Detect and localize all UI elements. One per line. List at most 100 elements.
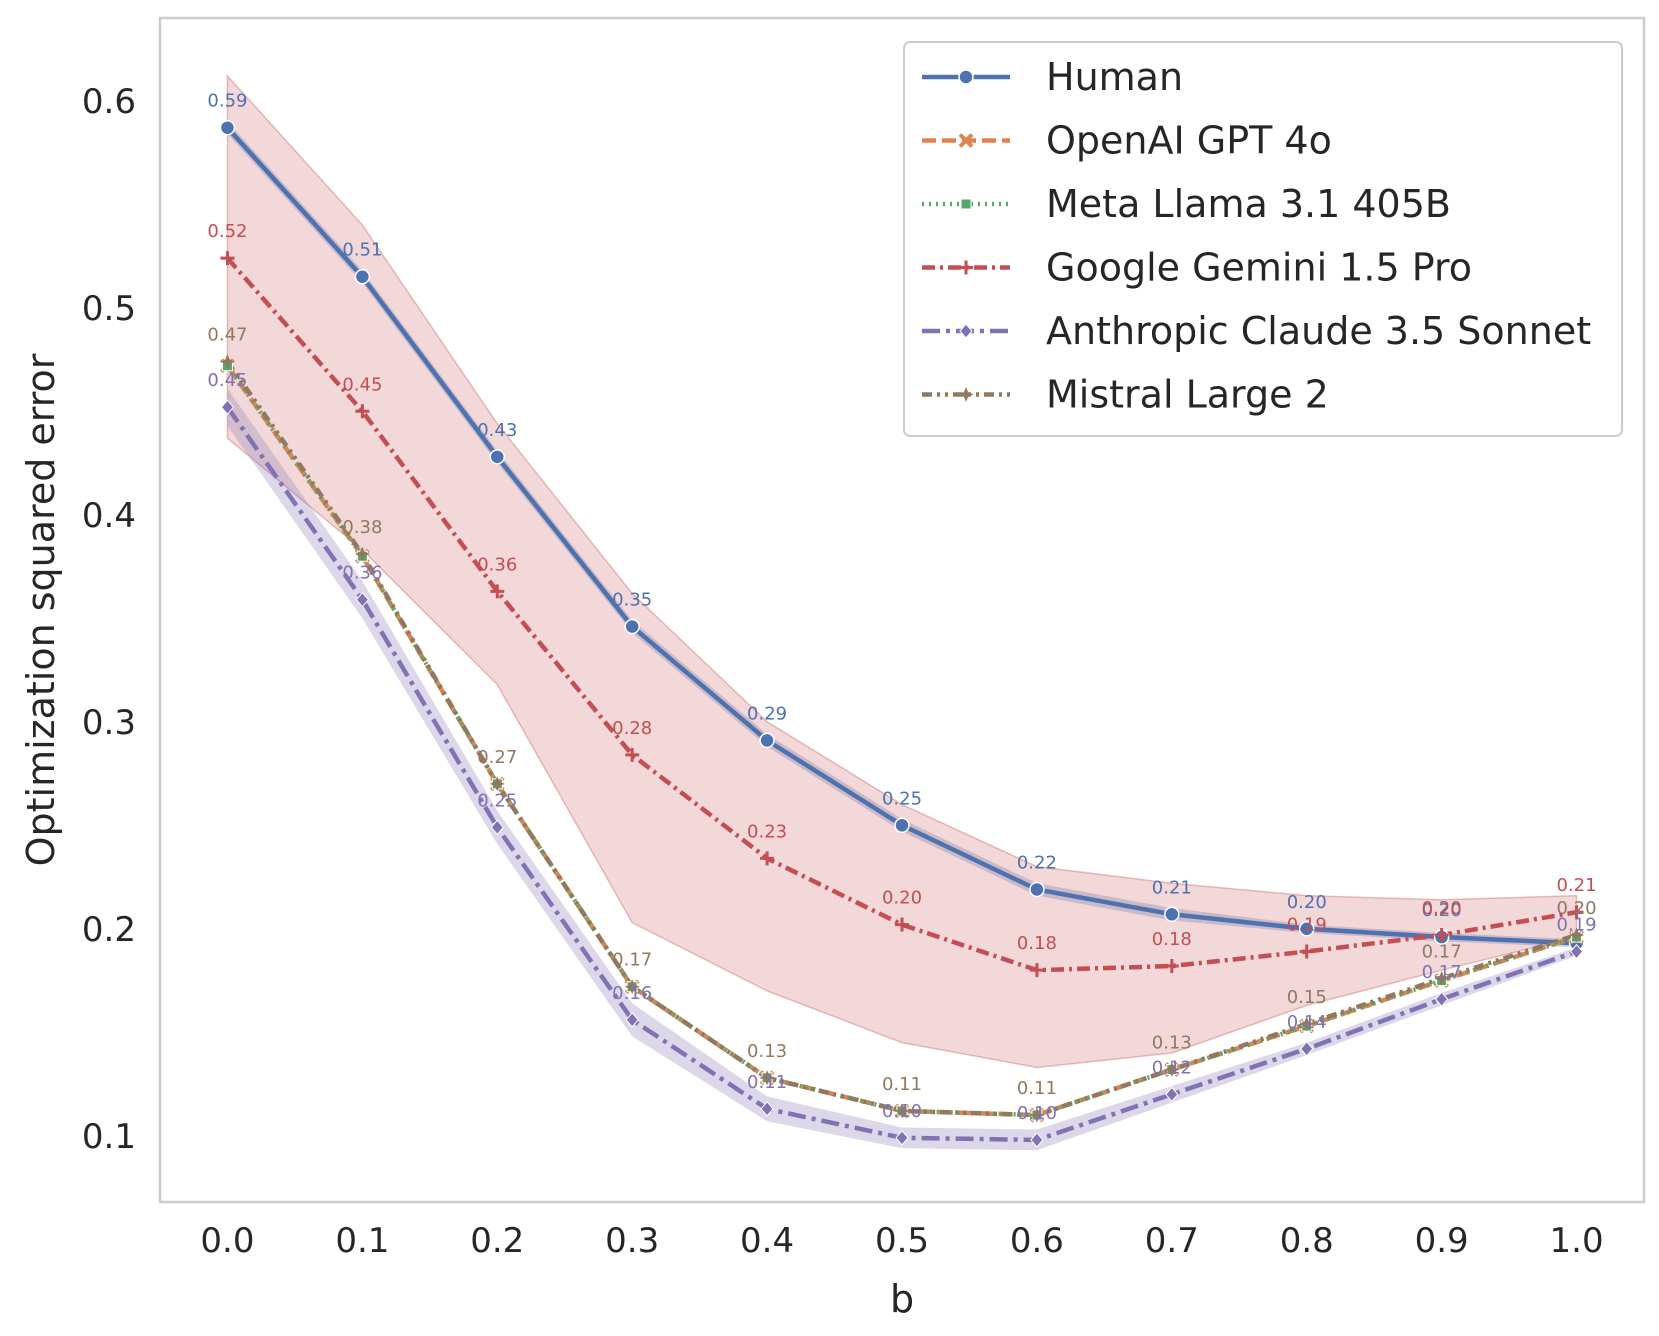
legend-label-3: Google Gemini 1.5 Pro (1046, 246, 1472, 290)
x-tick-label: 0.7 (1145, 1221, 1199, 1261)
x-tick-label: 0.1 (335, 1221, 389, 1261)
series-4-point-10 (1569, 943, 1584, 960)
y-tick-label: 0.2 (82, 910, 136, 950)
series-5-point-2 (489, 776, 505, 792)
legend-marker-1 (958, 133, 974, 148)
series-5-point-7 (1164, 1061, 1180, 1078)
data-label-0-0: 0.59 (207, 91, 247, 112)
legend-marker-5 (958, 386, 974, 403)
series-3-point-6 (1029, 963, 1044, 978)
series-4-point-8 (1300, 1041, 1314, 1057)
data-label-4-6: 0.10 (1017, 1103, 1057, 1124)
series-0-point-2 (489, 449, 506, 465)
data-label-0-2: 0.43 (477, 420, 517, 441)
legend-label-5: Mistral Large 2 (1046, 373, 1329, 417)
y-tick-label: 0.6 (82, 82, 136, 122)
data-label-0-8: 0.20 (1287, 892, 1327, 913)
series-4-point-3 (625, 1012, 639, 1028)
data-label-5-5: 0.11 (882, 1074, 922, 1095)
data-label-0-5: 0.25 (882, 788, 922, 809)
data-label-5-1: 0.38 (342, 517, 382, 538)
series-3-point-4 (760, 851, 775, 866)
data-label-4-5: 0.10 (882, 1101, 922, 1122)
data-label-3-7: 0.18 (1152, 929, 1192, 950)
series-3-point-8 (1299, 944, 1314, 959)
data-label-4-2: 0.25 (477, 790, 517, 811)
data-label-3-1: 0.45 (342, 374, 382, 395)
x-tick-label: 1.0 (1550, 1221, 1604, 1261)
series-4-point-7 (1165, 1086, 1179, 1103)
series-5-point-1 (354, 546, 371, 562)
series-3-point-2 (490, 584, 505, 599)
legend-marker-2 (960, 198, 972, 210)
series-4-point-4 (760, 1101, 774, 1117)
data-label-0-9: 0.20 (1422, 900, 1462, 921)
legend-marker-0 (958, 69, 974, 85)
series-5-point-5 (894, 1103, 910, 1119)
data-labels: 0.590.510.430.350.290.250.220.210.20 0.20… (207, 91, 1596, 1124)
data-label-4-0: 0.45 (207, 370, 247, 391)
data-label-0-3: 0.35 (612, 590, 652, 611)
series-markers (219, 119, 1585, 1148)
data-label-4-4: 0.11 (747, 1072, 787, 1093)
y-axis-label: Optimization squared error (19, 353, 63, 866)
series-4-point-2 (490, 819, 504, 836)
data-label-5-4: 0.13 (747, 1041, 787, 1062)
data-label-4-10: 0.19 (1557, 915, 1597, 936)
series-3-point-0 (220, 251, 235, 266)
data-label-0-4: 0.29 (747, 703, 787, 724)
series-0-point-7 (1164, 906, 1180, 923)
data-label-5-6: 0.11 (1017, 1078, 1057, 1099)
legend-marker-4 (959, 323, 973, 339)
x-tick-label: 0.6 (1010, 1221, 1064, 1261)
series-5-point-6 (1029, 1107, 1045, 1123)
series-0-point-5 (894, 817, 910, 834)
x-tick-label: 0.8 (1280, 1221, 1334, 1261)
x-axis-ticks: 0.0 0.1 0.2 0.3 0.4 0.5 0.6 0.7 0.8 0.9 1.0 (200, 1221, 1603, 1261)
series-0-point-0 (219, 119, 236, 136)
y-tick-label: 0.4 (82, 496, 136, 536)
data-label-5-2: 0.27 (477, 747, 517, 768)
data-label-4-1: 0.36 (342, 563, 382, 584)
data-label-3-2: 0.36 (477, 554, 517, 575)
series-3-point-10 (1569, 905, 1584, 920)
data-label-3-5: 0.20 (882, 888, 922, 909)
x-axis-label: b (890, 1277, 914, 1321)
y-tick-label: 0.5 (82, 289, 136, 329)
data-label-5-8: 0.15 (1287, 987, 1327, 1008)
series-5-point-3 (624, 979, 640, 995)
data-label-4-9: 0.17 (1422, 962, 1462, 983)
legend-label-2: Meta Llama 3.1 405B (1046, 182, 1451, 226)
data-label-5-3: 0.17 (612, 950, 652, 971)
data-label-3-10: 0.21 (1557, 875, 1597, 896)
series-0-point-3 (624, 618, 640, 635)
data-label-3-4: 0.23 (747, 821, 787, 842)
legend-frame (903, 41, 1623, 437)
series-5-point-10 (1568, 927, 1585, 943)
legend-label-1: OpenAI GPT 4o (1046, 119, 1332, 163)
series-5-point-0 (219, 353, 236, 370)
y-axis-ticks: 0.1 0.2 0.3 0.4 0.5 0.6 (82, 82, 136, 1157)
data-label-3-9: 0.20 (1422, 898, 1462, 919)
series-4-point-6 (1030, 1132, 1044, 1148)
data-label-5-0: 0.47 (207, 325, 247, 346)
data-label-0-7: 0.21 (1152, 877, 1192, 898)
data-label-5-10: 0.20 (1557, 898, 1597, 919)
y-tick-label: 0.3 (82, 703, 136, 743)
data-label-5-9: 0.17 (1422, 941, 1462, 962)
data-label-3-0: 0.52 (207, 221, 247, 242)
series-0-point-1 (354, 268, 371, 285)
series-3-point-9 (1434, 927, 1449, 942)
series-5-point-8 (1299, 1016, 1315, 1032)
data-label-0-6: 0.22 (1017, 852, 1057, 873)
series-0-point-8 (1298, 921, 1315, 937)
x-tick-label: 0.3 (605, 1221, 659, 1261)
data-label-4-3: 0.16 (612, 983, 652, 1004)
series-5-point-4 (759, 1070, 775, 1086)
data-label-3-8: 0.19 (1287, 915, 1327, 936)
x-tick-label: 0.9 (1415, 1221, 1469, 1261)
series-0-point-4 (759, 732, 775, 749)
series-5-point-9 (1433, 970, 1450, 987)
data-label-3-3: 0.28 (612, 718, 652, 739)
